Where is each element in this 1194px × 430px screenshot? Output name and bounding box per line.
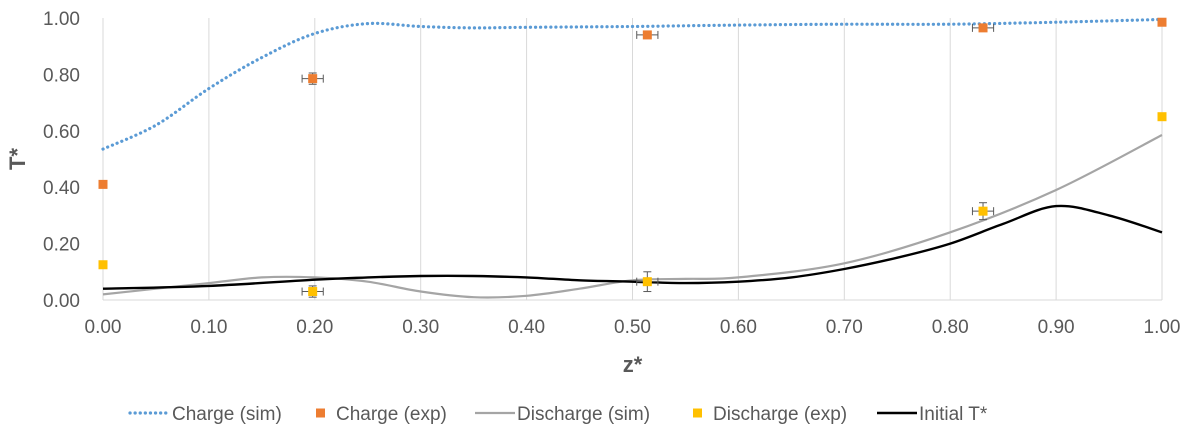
x-tick-label: 0.60 (720, 317, 757, 338)
x-tick-label: 1.00 (1144, 317, 1181, 338)
marker (1157, 112, 1167, 122)
y-tick-label: 0.20 (43, 235, 80, 256)
marker (98, 260, 108, 270)
x-tick-label: 0.00 (85, 317, 122, 338)
legend-item-discharge-exp: Discharge (exp) (693, 404, 847, 425)
series-line-charge-sim (101, 17, 1164, 151)
data-point-discharge-exp (971, 202, 995, 221)
legend-label: Charge (sim) (172, 404, 282, 425)
marker (642, 30, 652, 40)
legend-swatch (693, 408, 702, 418)
y-tick-label: 0.60 (43, 122, 80, 143)
series-line-discharge-sim (102, 134, 1163, 299)
x-axis-title: z* (623, 352, 643, 377)
x-tick-label: 0.40 (508, 317, 545, 338)
marker (98, 179, 108, 189)
x-tick-label: 0.80 (932, 317, 969, 338)
legend-item-charge-exp: Charge (exp) (316, 404, 447, 425)
x-axis-ticks: 0.00 0.10 0.20 0.30 0.40 0.50 0.60 0.70 0.80 0.90… (85, 317, 1181, 338)
x-tick-label: 0.50 (614, 317, 651, 338)
series-line-initial-t (102, 204, 1163, 290)
y-axis-ticks: 0.00 0.20 0.40 0.60 0.80 1.00 (43, 9, 80, 312)
data-point-charge-exp (971, 23, 995, 33)
data-point-charge-exp (636, 30, 659, 40)
data-point-charge-exp (301, 72, 324, 85)
legend-label: Discharge (sim) (517, 404, 650, 425)
data-point-discharge-exp (98, 260, 108, 270)
legend-label: Discharge (exp) (713, 404, 847, 425)
data-point-charge-exp (98, 179, 108, 189)
marker (978, 206, 988, 216)
legend-item-charge-sim: Charge (sim) (128, 404, 282, 425)
y-tick-label: 1.00 (43, 9, 80, 30)
data-point-charge-exp (1157, 17, 1167, 27)
x-tick-label: 0.90 (1038, 317, 1075, 338)
y-tick-label: 0.40 (43, 178, 80, 199)
legend-label: Initial T* (919, 404, 988, 425)
series-layer (98, 17, 1167, 299)
legend-item-initial-t: Initial T* (877, 404, 988, 425)
x-tick-label: 0.20 (296, 317, 333, 338)
x-tick-label: 0.70 (826, 317, 863, 338)
marker (978, 23, 988, 33)
marker (1157, 17, 1167, 27)
data-point-discharge-exp (301, 285, 324, 298)
marker (308, 287, 318, 297)
legend: Charge (sim) Charge (exp) Discharge (sim) D… (128, 404, 988, 425)
y-axis-title: T* (5, 148, 30, 170)
y-tick-label: 0.00 (43, 291, 80, 312)
x-tick-label: 0.10 (190, 317, 227, 338)
data-point-discharge-exp (1157, 112, 1167, 122)
marker (308, 74, 318, 84)
legend-label: Charge (exp) (336, 404, 447, 425)
legend-swatch (316, 408, 325, 418)
legend-item-discharge-sim: Discharge (sim) (475, 404, 650, 425)
marker (642, 277, 652, 287)
y-tick-label: 0.80 (43, 65, 80, 86)
vertical-gridlines (102, 18, 1163, 300)
x-tick-label: 0.30 (402, 317, 439, 338)
data-point-discharge-exp (636, 271, 659, 293)
